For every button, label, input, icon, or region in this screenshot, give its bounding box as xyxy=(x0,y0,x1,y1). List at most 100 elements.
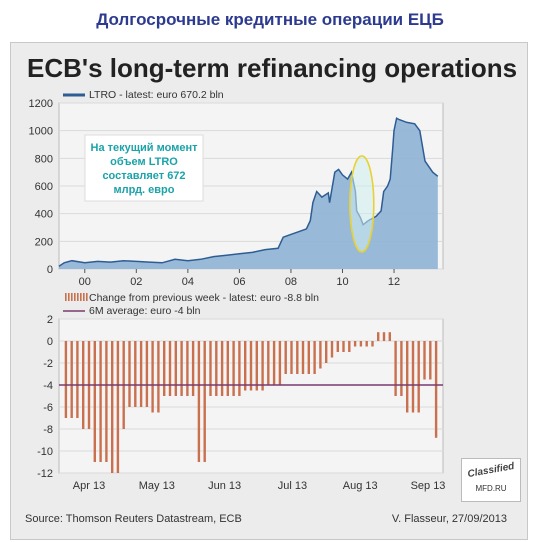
annotation-line: объем LTRO xyxy=(110,156,178,168)
weekly-change-bar xyxy=(290,341,293,374)
weekly-change-bar xyxy=(307,341,310,374)
top-x-tick-label: 08 xyxy=(285,276,297,288)
bottom-x-tick-label: Apr 13 xyxy=(73,480,105,492)
weekly-change-bar xyxy=(382,332,386,341)
bottom-legend-bar-swatch xyxy=(77,293,79,301)
weekly-change-bar xyxy=(180,341,183,396)
ltro-line xyxy=(58,117,439,267)
bottom-y-tick-label: 0 xyxy=(47,336,53,348)
weekly-change-bar xyxy=(255,341,258,391)
bottom-x-tick-label: Sep 13 xyxy=(411,480,446,492)
bottom-y-tick-label: -6 xyxy=(43,402,53,414)
weekly-change-bar xyxy=(151,341,154,413)
annotation-bg xyxy=(84,134,204,202)
weekly-change-bar xyxy=(319,341,322,369)
bottom-legend-bar-swatch xyxy=(80,293,82,301)
bottom-y-tick-label: 2 xyxy=(47,314,53,326)
weekly-change-bar xyxy=(163,341,166,396)
bottom-legend-bar-swatch xyxy=(74,293,76,301)
weekly-change-bar xyxy=(209,341,212,396)
top-y-tick-label: 800 xyxy=(35,153,53,165)
weekly-change-bar xyxy=(238,341,241,396)
weekly-change-bar xyxy=(429,341,432,380)
annotation-line: На текущий момент xyxy=(91,142,199,154)
weekly-change-bar xyxy=(226,341,229,396)
annotation-line: млрд. евро xyxy=(114,184,175,196)
weekly-change-bar xyxy=(249,341,253,391)
top-legend-label: LTRO - latest: euro 670.2 bln xyxy=(89,89,224,101)
weekly-change-bar xyxy=(371,341,374,347)
weekly-change-bar xyxy=(134,341,137,407)
ltro-area xyxy=(59,118,438,269)
top-x-tick-label: 12 xyxy=(388,276,400,288)
bottom-x-tick-label: Aug 13 xyxy=(343,480,378,492)
weekly-change-bar xyxy=(232,341,235,396)
weekly-change-bar xyxy=(272,341,276,385)
weekly-change-bar xyxy=(423,341,426,380)
weekly-change-bar xyxy=(186,341,189,396)
bottom-x-tick-label: Jul 13 xyxy=(278,480,307,492)
bottom-legend-bar-swatch xyxy=(83,293,85,301)
bottom-x-tick-label: May 13 xyxy=(139,480,175,492)
weekly-change-bar xyxy=(296,341,299,374)
weekly-change-bar xyxy=(191,341,195,396)
weekly-change-bar xyxy=(203,341,206,462)
weekly-change-bar xyxy=(111,341,114,473)
top-y-tick-label: 1200 xyxy=(29,98,53,110)
weekly-change-bar xyxy=(93,341,96,462)
bottom-legend-bar-swatch xyxy=(71,293,73,301)
weekly-change-bar xyxy=(261,341,264,391)
weekly-change-bar xyxy=(400,341,403,396)
weekly-change-bar xyxy=(157,341,160,413)
weekly-change-bar xyxy=(417,341,420,413)
weekly-change-bar xyxy=(342,341,345,352)
bottom-legend-label: 6M average: euro -4 bln xyxy=(89,305,201,317)
weekly-change-bar xyxy=(64,341,68,418)
weekly-change-bar xyxy=(301,341,305,374)
annotation-box: На текущий момент объем LTRO составляет 67… xyxy=(84,134,204,202)
top-y-tick-label: 400 xyxy=(35,209,53,221)
bottom-legend-bar-swatch xyxy=(68,293,70,301)
logo-site: MFD.RU xyxy=(475,484,507,493)
weekly-change-bar xyxy=(284,341,287,374)
top-x-tick-label: 02 xyxy=(130,276,142,288)
weekly-change-bar xyxy=(174,341,177,396)
weekly-change-bar xyxy=(336,341,339,352)
watermark-logo: Classified MFD.RU xyxy=(461,458,521,502)
top-y-tick-label: 1000 xyxy=(29,126,53,138)
weekly-change-bar xyxy=(128,341,131,407)
bottom-y-tick-label: -4 xyxy=(43,380,53,392)
weekly-change-bar xyxy=(406,341,409,413)
weekly-change-bar xyxy=(434,341,438,438)
top-x-tick-label: 00 xyxy=(79,276,91,288)
weekly-change-bar xyxy=(197,341,201,462)
weekly-change-bar xyxy=(411,341,415,413)
weekly-change-bar xyxy=(330,341,334,358)
chart-panel: ECB's long-term refinancing operations 0… xyxy=(10,42,528,540)
top-x-tick-label: 04 xyxy=(182,276,194,288)
annotation-line: составляет 672 xyxy=(102,170,185,182)
weekly-change-bar xyxy=(348,341,351,352)
weekly-change-bar xyxy=(388,332,391,341)
bottom-legend-label: Change from previous week - latest: euro… xyxy=(89,292,319,304)
weekly-change-bar xyxy=(365,341,368,347)
weekly-change-bar xyxy=(394,341,397,396)
weekly-change-bar xyxy=(105,341,108,462)
highlight-ellipse xyxy=(349,155,375,253)
weekly-change-bar xyxy=(215,341,218,396)
bottom-y-tick-label: -10 xyxy=(37,446,53,458)
top-x-tick-label: 10 xyxy=(336,276,348,288)
top-y-tick-label: 0 xyxy=(47,264,53,276)
weekly-change-bar xyxy=(145,341,149,407)
weekly-change-bar xyxy=(359,341,363,347)
logo-text: Classified xyxy=(466,460,516,481)
top-x-tick-label: 06 xyxy=(233,276,245,288)
weekly-change-bar xyxy=(244,341,247,391)
weekly-change-bar xyxy=(278,341,282,385)
top-y-tick-label: 200 xyxy=(35,236,53,248)
bottom-y-tick-label: -2 xyxy=(43,358,53,370)
bottom-y-tick-label: -8 xyxy=(43,424,53,436)
bottom-legend-bar-swatch xyxy=(86,293,88,301)
